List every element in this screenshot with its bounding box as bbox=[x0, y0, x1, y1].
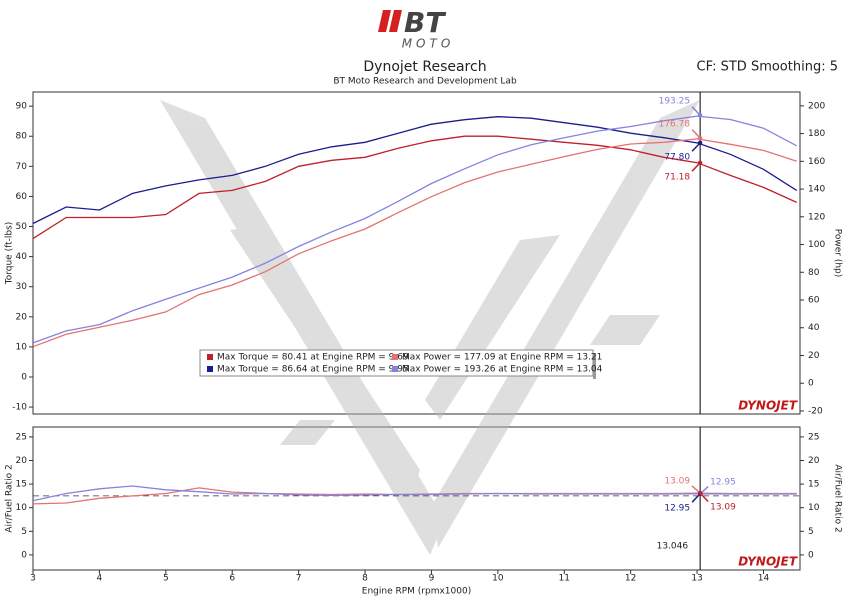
y2-tick-label: 20 bbox=[808, 456, 820, 466]
legend-label: Max Torque = 86.64 at Engine RPM = 9.95 bbox=[217, 365, 409, 375]
y-axis-label: Air/Fuel Ratio 2 bbox=[5, 464, 15, 532]
annotation-point bbox=[697, 113, 703, 118]
y-tick-label: 25 bbox=[16, 432, 27, 442]
y2-tick-label: 20 bbox=[808, 351, 820, 361]
annotation-label: 13.09 bbox=[664, 477, 690, 487]
x-tick-label: 6 bbox=[229, 574, 235, 584]
logo-sub: MOTO bbox=[402, 37, 455, 51]
x-axis-label: Engine RPM (rpmx1000) bbox=[362, 587, 471, 597]
y-tick-label: 5 bbox=[21, 527, 27, 537]
y-tick-label: 60 bbox=[16, 192, 28, 202]
annotation-point bbox=[697, 140, 703, 146]
y2-tick-label: 160 bbox=[808, 157, 825, 167]
chart-title: Dynojet Research bbox=[363, 59, 486, 75]
y2-tick-label: 80 bbox=[808, 268, 820, 278]
x-tick-label: 7 bbox=[296, 574, 302, 584]
y2-tick-label: 40 bbox=[808, 323, 820, 333]
y-tick-label: 20 bbox=[16, 312, 28, 322]
cursor-label: 13.046 bbox=[657, 542, 689, 552]
y-tick-label: -10 bbox=[12, 403, 27, 413]
y-tick-label: 90 bbox=[16, 102, 28, 112]
annotation-point bbox=[697, 490, 703, 496]
logo-main: BT bbox=[404, 6, 446, 39]
y2-axis-label: Power (hp) bbox=[833, 229, 843, 278]
x-tick-label: 5 bbox=[163, 574, 169, 584]
y-tick-label: 40 bbox=[16, 252, 28, 262]
logo: BT MOTO bbox=[378, 6, 455, 51]
annotation-label: 12.95 bbox=[710, 477, 736, 487]
annotation-point bbox=[697, 135, 703, 141]
legend-swatch bbox=[207, 354, 213, 360]
brand-mark: DYNOJET bbox=[738, 555, 798, 569]
y2-tick-label: 180 bbox=[808, 129, 825, 139]
y2-tick-label: 0 bbox=[808, 379, 814, 389]
y2-tick-label: 5 bbox=[808, 527, 814, 537]
brand-mark: DYNOJET bbox=[738, 399, 798, 413]
y2-tick-label: -20 bbox=[808, 406, 823, 416]
bottom-plot-area bbox=[32, 426, 801, 571]
chart-subtitle: BT Moto Research and Development Lab bbox=[333, 77, 517, 87]
annotation-point bbox=[697, 160, 703, 165]
y-tick-label: 30 bbox=[16, 282, 28, 292]
legend-label: Max Power = 193.26 at Engine RPM = 13.04 bbox=[402, 365, 603, 375]
y-tick-label: 50 bbox=[16, 222, 28, 232]
annotation-label: 12.95 bbox=[664, 503, 690, 513]
x-tick-label: 9 bbox=[429, 574, 435, 584]
y-tick-label: 20 bbox=[16, 456, 28, 466]
legend-label: Max Power = 177.09 at Engine RPM = 13.21 bbox=[402, 353, 602, 363]
x-tick-label: 14 bbox=[758, 574, 770, 584]
x-tick-label: 8 bbox=[362, 574, 368, 584]
y2-tick-label: 100 bbox=[808, 240, 825, 250]
x-tick-label: 3 bbox=[30, 574, 36, 584]
annotation-label: 13.09 bbox=[710, 503, 736, 513]
legend: Max Torque = 80.41 at Engine RPM = 9.69M… bbox=[199, 349, 603, 379]
series-line bbox=[32, 115, 798, 344]
y-tick-label: 0 bbox=[21, 372, 27, 382]
logo-bar bbox=[389, 10, 402, 32]
annotation-label: 77.80 bbox=[664, 152, 690, 162]
y-tick-label: 10 bbox=[16, 503, 28, 513]
y2-tick-label: 60 bbox=[808, 296, 820, 306]
y2-tick-label: 25 bbox=[808, 432, 819, 442]
x-tick-label: 13 bbox=[691, 574, 702, 584]
y2-tick-label: 200 bbox=[808, 101, 825, 111]
x-tick-label: 12 bbox=[625, 574, 636, 584]
legend-swatch bbox=[207, 366, 213, 372]
legend-swatch bbox=[392, 354, 398, 360]
y2-tick-label: 15 bbox=[808, 480, 819, 490]
y-tick-label: 10 bbox=[16, 342, 28, 352]
annotation-label: 176.78 bbox=[659, 120, 691, 130]
annotation-label: 71.18 bbox=[664, 172, 690, 182]
series-line bbox=[32, 135, 797, 240]
y2-tick-label: 0 bbox=[808, 550, 814, 560]
settings-label: CF: STD Smoothing: 5 bbox=[697, 60, 838, 75]
y-tick-label: 70 bbox=[16, 162, 28, 172]
annotation-label: 193.25 bbox=[659, 97, 691, 107]
legend-swatch bbox=[392, 366, 398, 372]
legend-label: Max Torque = 80.41 at Engine RPM = 9.69 bbox=[217, 353, 409, 363]
y-tick-label: 15 bbox=[16, 480, 27, 490]
series-line bbox=[32, 138, 797, 348]
y-tick-label: 80 bbox=[16, 132, 28, 142]
series-line bbox=[32, 116, 798, 225]
y-axis-label: Torque (ft-lbs) bbox=[5, 222, 15, 286]
y2-tick-label: 10 bbox=[808, 503, 820, 513]
y2-axis-label: Air/Fuel Ratio 2 bbox=[833, 464, 843, 532]
x-tick-label: 4 bbox=[97, 574, 103, 584]
y2-tick-label: 120 bbox=[808, 212, 825, 222]
logo-bar bbox=[378, 10, 391, 32]
x-tick-label: 11 bbox=[559, 574, 570, 584]
y-tick-label: 0 bbox=[21, 550, 27, 560]
series-line bbox=[32, 485, 797, 502]
legend-shadow bbox=[593, 353, 596, 379]
y2-tick-label: 140 bbox=[808, 185, 825, 195]
x-tick-label: 10 bbox=[492, 574, 504, 584]
